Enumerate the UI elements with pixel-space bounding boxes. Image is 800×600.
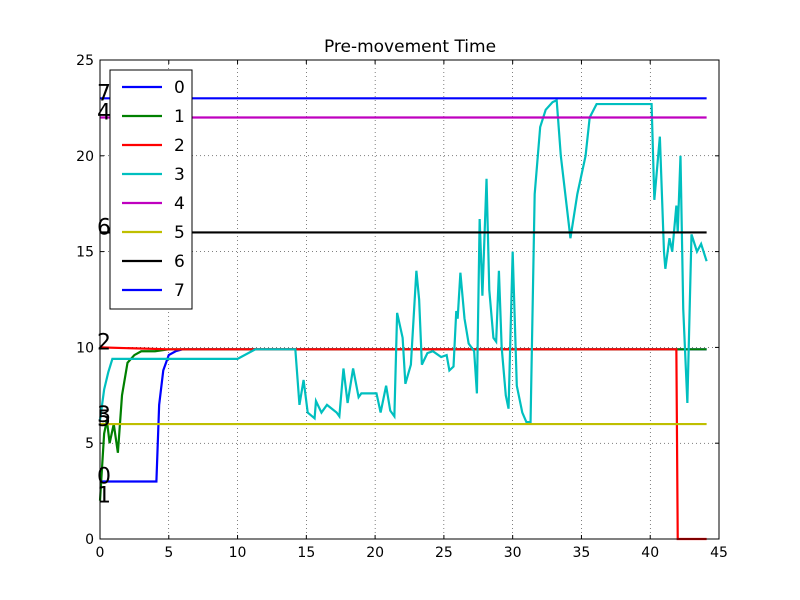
series-annotation: 7 [97, 81, 111, 106]
x-tick-label: 30 [504, 545, 522, 561]
legend-label: 3 [174, 165, 185, 185]
x-tick-label: 45 [710, 545, 728, 561]
legend-label: 7 [174, 281, 185, 301]
series-annotation: 6 [97, 215, 111, 240]
chart-title: Pre-movement Time [324, 37, 496, 57]
legend-label: 1 [174, 107, 185, 127]
y-tick-label: 15 [76, 245, 94, 261]
y-tick-label: 20 [76, 149, 94, 165]
x-tick-label: 0 [96, 545, 105, 561]
series-annotation: 1 [97, 484, 111, 509]
x-tick-label: 20 [366, 545, 384, 561]
y-tick-label: 25 [76, 53, 94, 69]
series-line [98, 98, 708, 424]
y-tick-label: 10 [76, 340, 94, 356]
x-tick-label: 35 [573, 545, 591, 561]
x-tick-label: 5 [164, 545, 173, 561]
legend-label: 2 [174, 136, 185, 156]
series-line [98, 348, 707, 501]
legend-label: 5 [174, 223, 185, 243]
x-tick-label: 25 [435, 545, 453, 561]
axes-frame [99, 59, 720, 540]
legend-box [109, 69, 193, 310]
legend-label: 4 [174, 194, 185, 214]
series-annotation: 2 [97, 330, 111, 355]
legend-label: 6 [174, 252, 185, 272]
x-tick-label: 15 [297, 545, 315, 561]
x-tick-label: 40 [641, 545, 659, 561]
x-tick-label: 10 [229, 545, 247, 561]
y-tick-label: 0 [85, 532, 94, 548]
y-tick-label: 5 [85, 436, 94, 452]
legend-label: 0 [174, 78, 185, 98]
series-annotation: 5 [97, 407, 111, 432]
